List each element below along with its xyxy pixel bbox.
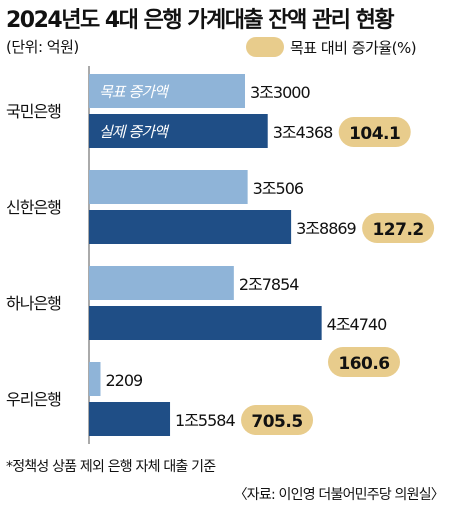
data-label: 3조3000	[250, 83, 310, 102]
data-label: 2209	[105, 371, 143, 390]
source-note: 〈자료: 이인영 더불어민주당 의원실〉	[233, 487, 445, 503]
data-label: 2조7854	[239, 275, 299, 294]
footnote: *정책성 상품 제외 은행 자체 대출 기준	[6, 459, 216, 475]
bar-target	[89, 170, 248, 204]
ratio-pill	[338, 117, 411, 147]
legend-label-target: 목표 증가액	[99, 83, 170, 101]
data-label: 3조506	[253, 179, 304, 198]
ratio-label: 705.5	[251, 412, 302, 432]
unit-note: (단위: 억원)	[6, 38, 79, 56]
ratio-label: 127.2	[372, 220, 423, 240]
ratio-label: 104.1	[349, 124, 400, 144]
ratio-label: 160.6	[338, 354, 389, 374]
bar-actual	[89, 114, 268, 148]
data-label: 1조5584	[175, 411, 235, 430]
category-label: 하나은행	[6, 294, 61, 313]
bar-target	[89, 74, 245, 108]
legend-ratio-swatch	[246, 37, 284, 57]
chart-title: 2024년도 4대 은행 가계대출 잔액 관리 현황	[6, 8, 395, 33]
ratio-pill	[241, 405, 314, 435]
ratio-pill	[362, 213, 435, 243]
bar-actual	[89, 210, 292, 244]
data-label: 4조4740	[327, 315, 387, 334]
legend-ratio: 목표 대비 증가율(%)	[246, 36, 417, 58]
bar-target	[89, 266, 234, 300]
category-label: 신한은행	[6, 198, 61, 217]
category-label: 우리은행	[6, 390, 61, 409]
data-label: 3조4368	[273, 123, 333, 142]
data-label: 3조8869	[296, 219, 356, 238]
bar-actual	[89, 306, 322, 340]
bar-actual	[89, 402, 171, 436]
category-label: 국민은행	[6, 102, 61, 121]
legend-label-actual: 실제 증가액	[99, 123, 170, 141]
legend-ratio-label: 목표 대비 증가율(%)	[290, 38, 417, 57]
bar-target	[89, 362, 101, 396]
ratio-pill	[328, 347, 400, 377]
